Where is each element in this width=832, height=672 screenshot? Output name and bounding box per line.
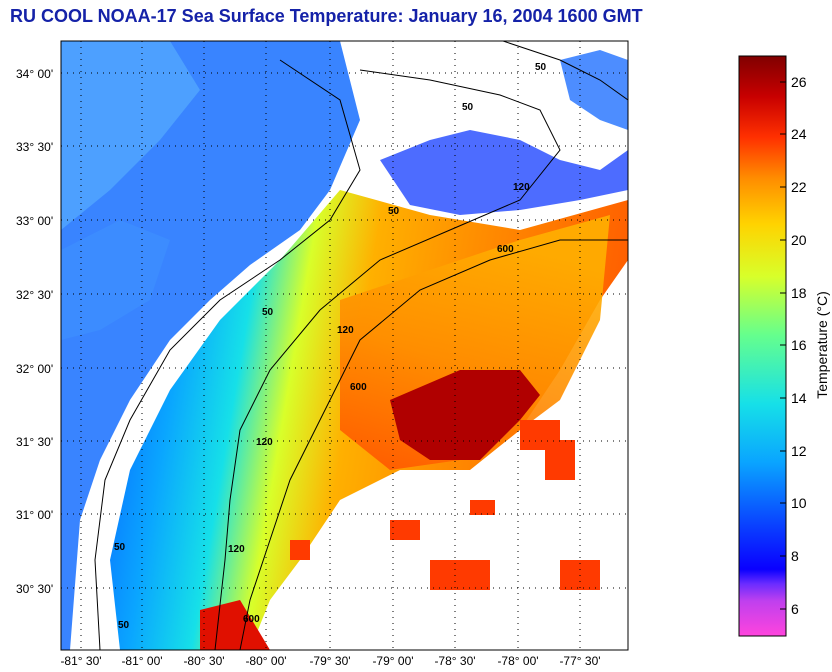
- lon-label: -80° 30': [183, 654, 224, 668]
- colorbar-gradient: [738, 55, 787, 637]
- lat-label: 33° 00': [16, 214, 53, 228]
- lat-label: 31° 00': [16, 508, 53, 522]
- lon-label: -81° 00': [121, 654, 162, 668]
- lon-label: -77° 30': [559, 654, 600, 668]
- colorbar-tick-label: 18: [791, 285, 807, 301]
- lat-label: 32° 30': [16, 288, 53, 302]
- lon-label: -79° 00': [372, 654, 413, 668]
- colorbar: 26 24 22 20 18 16 14 12 10 8 6 Temperatu…: [738, 55, 830, 637]
- contour-label: 600: [497, 244, 514, 255]
- lat-label: 30° 30': [16, 582, 53, 596]
- lat-label: 32° 00': [16, 362, 53, 376]
- contour-label: 120: [337, 325, 354, 336]
- colorbar-ticks: [780, 81, 786, 610]
- colorbar-tick-label: 8: [791, 548, 799, 564]
- colorbar-title: Temperature (°C): [814, 291, 830, 399]
- colorbar-tick-label: 20: [791, 232, 807, 248]
- latitude-labels: 34° 00' 33° 30' 33° 00' 32° 30' 32° 00' …: [16, 67, 53, 596]
- contour-label: 120: [513, 182, 530, 193]
- lon-label: -79° 30': [309, 654, 350, 668]
- map-title: RU COOL NOAA-17 Sea Surface Temperature:…: [10, 6, 643, 26]
- contour-label: 50: [118, 620, 130, 631]
- colorbar-tick-labels: 26 24 22 20 18 16 14 12 10 8 6: [791, 74, 807, 617]
- contour-label: 50: [388, 206, 400, 217]
- contour-label: 50: [535, 62, 547, 73]
- colorbar-tick-label: 24: [791, 126, 807, 142]
- colorbar-tick-label: 16: [791, 337, 807, 353]
- contour-label: 600: [243, 614, 260, 625]
- colorbar-tick-label: 26: [791, 74, 807, 90]
- contour-labels: 50 50 50 50 50 50 120 120 120 120 600 60…: [114, 62, 547, 631]
- land-cold-region: [61, 41, 360, 650]
- colorbar-tick-label: 22: [791, 179, 807, 195]
- lat-label: 31° 30': [16, 435, 53, 449]
- lon-label: -78° 30': [434, 654, 475, 668]
- lon-label: -80° 00': [245, 654, 286, 668]
- colorbar-tick-label: 6: [791, 601, 799, 617]
- colorbar-tick-label: 12: [791, 443, 807, 459]
- cloud-patches: [380, 130, 628, 215]
- bathymetry-contours: [94, 41, 628, 650]
- contour-label: 120: [228, 544, 245, 555]
- contour-label: 600: [350, 382, 367, 393]
- contour-label: 120: [256, 437, 273, 448]
- contour-label: 50: [262, 307, 274, 318]
- contour-label: 50: [462, 102, 474, 113]
- map-frame: [60, 40, 629, 651]
- colorbar-tick-label: 14: [791, 390, 807, 406]
- longitude-labels: -81° 30' -81° 00' -80° 30' -80° 00' -79°…: [60, 654, 600, 668]
- colorbar-tick-label: 10: [791, 495, 807, 511]
- map-panel: 50 50 50 50 50 50 120 120 120 120 600 60…: [61, 41, 628, 650]
- gulf-stream-core: [390, 370, 540, 460]
- lon-label: -78° 00': [497, 654, 538, 668]
- lon-label: -81° 30': [60, 654, 101, 668]
- lat-label: 33° 30': [16, 140, 53, 154]
- contour-label: 50: [114, 542, 126, 553]
- lat-label: 34° 00': [16, 67, 53, 81]
